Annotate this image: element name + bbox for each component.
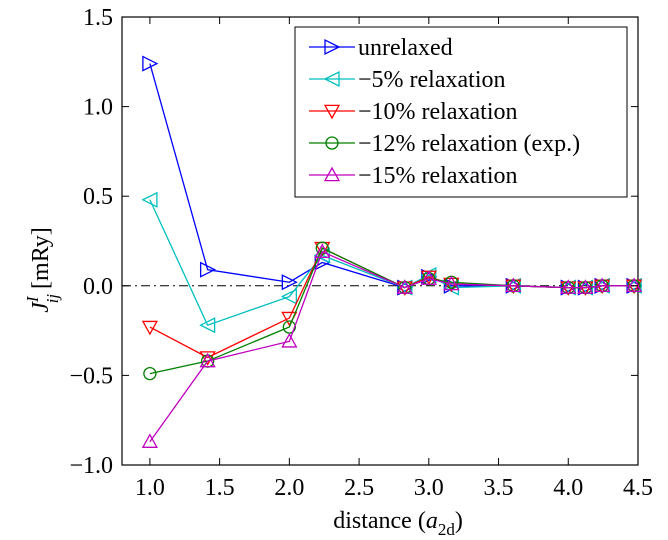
x-tick-label: 1.5 [205,475,235,501]
x-tick-label: 4.0 [553,475,583,501]
data-point [142,55,159,72]
legend-entry-label: −12% relaxation (exp.) [358,131,580,157]
legend-entry-label: −10% relaxation [358,99,517,125]
data-point [396,279,413,296]
data-point [143,366,157,381]
data-point [505,277,522,293]
legend-marker [323,70,340,88]
legend-entry-label: unrelaxed [358,35,453,61]
data-point [281,274,298,291]
y-tick-label: 1.5 [83,5,113,31]
data-point [420,270,437,285]
legend-marker [323,104,341,120]
data-point [594,277,611,293]
data-point [199,261,217,278]
data-point [625,277,642,294]
legend-marker [325,136,339,150]
data-point [421,268,438,285]
x-tick-label: 3.5 [484,475,514,501]
data-point [280,288,298,305]
legend [294,26,628,198]
data-point [199,317,216,334]
series-line [149,250,635,443]
x-tick-label: 3.0 [414,475,444,501]
x-axis-label: distance (a2d) [333,508,463,539]
legend-marker [323,166,341,182]
data-point [281,333,298,348]
data-point [443,275,460,291]
data-point [141,191,158,208]
legend-entry-label: −5% relaxation [358,67,505,93]
y-axis-label: JIij[mRy] [23,227,62,312]
data-point [577,279,594,294]
legend-marker [324,38,341,56]
y-tick-label: 0.5 [83,184,113,210]
x-tick-label: 1.0 [135,475,165,501]
data-point [199,352,216,368]
data-point [396,279,413,294]
y-tick-label: −1.0 [69,453,113,479]
data-point [625,277,643,293]
legend-entry-label: −15% relaxation [358,163,517,189]
data-point [199,351,216,366]
y-tick-label: 0.0 [83,274,113,300]
data-point [141,320,158,336]
x-tick-label: 2.0 [274,475,304,501]
x-tick-label: 4.5 [623,475,653,501]
series-4 [141,243,643,448]
data-point [141,433,158,448]
y-tick-label: 1.0 [83,95,113,121]
x-tick-label: 2.5 [344,475,374,501]
data-point [576,279,594,296]
data-point [560,279,577,294]
data-point [315,241,329,255]
y-tick-label: −0.5 [69,363,113,389]
data-point [314,243,331,259]
